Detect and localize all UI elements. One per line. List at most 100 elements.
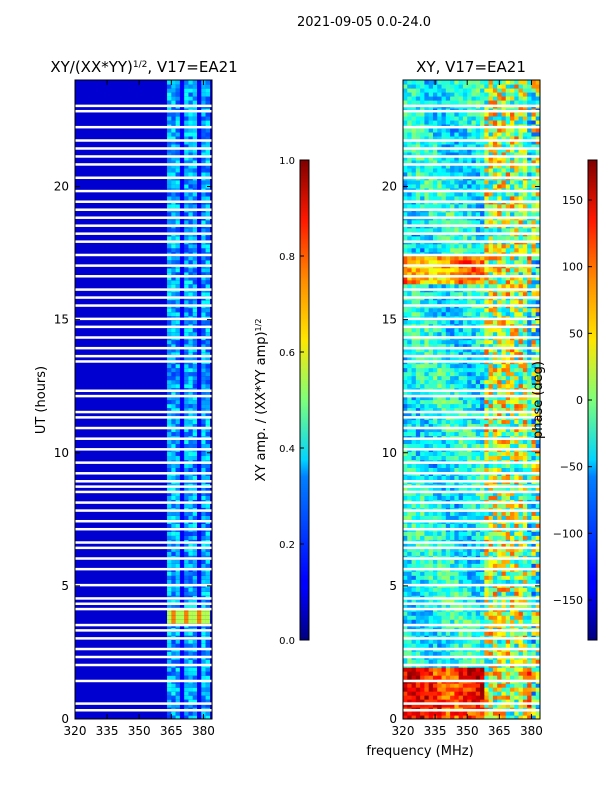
heat-cell [437,711,443,716]
heat-cell [475,367,481,373]
flagged-gap [75,426,212,430]
heat-cell [171,703,176,708]
heat-cell [175,235,181,241]
heat-cell [471,615,477,620]
heat-cell [192,615,198,620]
heat-cell [192,83,198,89]
heat-cell [437,427,443,433]
heat-cell [201,83,206,89]
heat-cell [480,615,485,620]
flagged-gap [75,448,212,451]
heat-cell [171,619,176,624]
heat-cell [497,427,503,433]
heat-cell [424,455,430,461]
heat-cell [407,587,413,592]
heat-cell [475,411,481,417]
heat-cell [432,619,438,624]
heat-cell [527,427,533,433]
heat-cell [184,327,189,333]
heat-cell [437,403,443,409]
heat-cell [492,675,498,680]
heat-cell [450,619,455,624]
heat-cell [497,431,503,437]
heat-cell [522,495,528,500]
heat-row [75,211,212,217]
heat-cell [167,339,172,345]
heat-cell [179,379,185,385]
heat-cell [197,451,202,457]
heat-cell [450,687,455,692]
heat-cell [428,559,434,564]
heat-cell [403,531,408,536]
heat-cell [201,579,206,584]
heat-cell [415,535,421,540]
heat-row [75,143,212,149]
heat-cell [501,563,507,568]
heat-cell [171,515,176,520]
heat-cell [175,159,181,165]
heat-cell [175,183,181,189]
heat-cell [518,379,524,385]
heat-cell [475,715,481,719]
heat-cell [188,451,193,457]
heat-cell [535,667,540,672]
heat-row [75,475,212,480]
heat-cell [197,475,202,480]
heat-cell [175,80,181,85]
heat-cell [467,339,473,345]
heat-cell [458,683,464,688]
heat-cell [428,667,434,672]
heat-cell [497,551,503,556]
heat-cell [454,695,460,700]
heat-cell [197,695,202,700]
heat-cell [510,563,515,568]
heat-cell [505,351,511,357]
heat-cell [437,351,443,357]
heat-cell [407,327,413,333]
heat-cell [475,643,481,648]
heat-cell [441,339,447,345]
heat-cell [192,571,198,576]
heat-cell [403,475,408,480]
heat-cell [527,475,533,480]
heat-cell [188,331,193,337]
heat-cell [505,523,511,528]
heat-row [75,367,212,373]
heat-cell [432,575,438,580]
heat-cell [192,487,198,492]
heat-cell [531,523,537,528]
heat-cell [175,83,181,89]
heat-cell [167,547,172,552]
heat-cell [415,687,421,692]
heat-cell [492,399,498,405]
heat-cell [167,631,172,636]
heat-cell [492,535,498,540]
heat-cell [171,95,176,101]
flagged-gap [75,253,212,257]
heat-cell [505,587,511,592]
heat-cell [445,611,451,616]
heat-cell [488,695,494,700]
heat-cell [415,451,421,457]
heat-cell [420,431,426,437]
heat-row [75,363,212,369]
heat-cell [403,591,408,596]
heat-cell [197,235,202,241]
heat-cell [450,411,455,417]
heat-cell [175,487,181,492]
heat-cell [527,699,533,704]
heat-cell [428,351,434,357]
heat-cell [420,491,426,496]
heat-cell [428,503,434,508]
heat-cell [522,599,528,604]
heat-cell [522,339,528,345]
heat-cell [454,443,460,449]
heat-cell [471,407,477,413]
heat-cell [471,651,477,656]
heat-cell [188,671,193,676]
heat-cell [458,419,464,425]
heat-cell [445,363,451,369]
heat-cell [171,271,176,277]
heat-cell [175,395,181,401]
heat-cell [167,611,172,616]
